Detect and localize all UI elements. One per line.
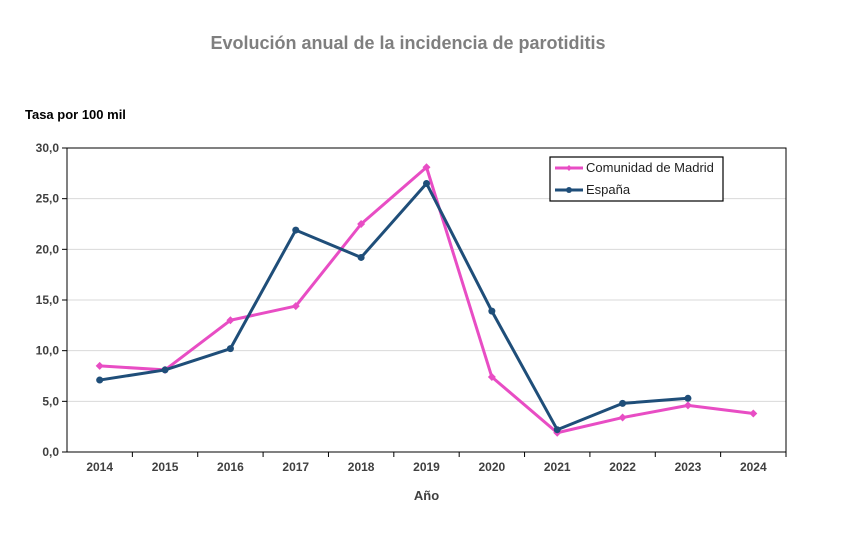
data-point bbox=[684, 394, 692, 402]
y-tick-label: 0,0 bbox=[42, 445, 59, 459]
data-point bbox=[226, 316, 235, 325]
x-tick-label: 2021 bbox=[544, 460, 571, 474]
x-tick-label: 2022 bbox=[609, 460, 636, 474]
legend-label: Comunidad de Madrid bbox=[586, 160, 714, 175]
x-axis-label: Año bbox=[413, 488, 440, 503]
x-tick-label: 2016 bbox=[217, 460, 244, 474]
data-point bbox=[423, 179, 430, 187]
x-tick-label: 2018 bbox=[348, 460, 375, 474]
data-point bbox=[422, 163, 431, 172]
y-tick-label: 30,0 bbox=[36, 141, 60, 155]
data-point bbox=[95, 361, 104, 370]
data-point bbox=[291, 302, 300, 311]
data-point bbox=[618, 413, 627, 422]
y-tick-label: 20,0 bbox=[36, 242, 60, 256]
data-point bbox=[553, 426, 561, 434]
x-tick-label: 2023 bbox=[675, 460, 702, 474]
data-point bbox=[226, 345, 234, 353]
data-point bbox=[749, 409, 758, 418]
data-point bbox=[487, 373, 496, 382]
y-tick-label: 15,0 bbox=[36, 293, 60, 307]
data-point bbox=[357, 220, 366, 228]
y-axis-label: Tasa por 100 mil bbox=[25, 107, 126, 122]
data-point bbox=[161, 366, 169, 374]
legend-label: España bbox=[586, 182, 631, 197]
y-tick-label: 25,0 bbox=[36, 192, 60, 206]
x-tick-label: 2015 bbox=[152, 460, 179, 474]
data-point bbox=[619, 399, 627, 407]
data-point bbox=[96, 376, 104, 384]
y-tick-label: 5,0 bbox=[42, 394, 59, 408]
data-point bbox=[357, 253, 365, 261]
chart-title: Evolución anual de la incidencia de paro… bbox=[210, 33, 606, 53]
data-point bbox=[683, 401, 692, 410]
x-tick-label: 2020 bbox=[479, 460, 506, 474]
x-tick-label: 2024 bbox=[740, 460, 767, 474]
plot-border bbox=[66, 147, 787, 453]
legend-marker bbox=[566, 165, 572, 171]
x-tick-label: 2014 bbox=[86, 460, 113, 474]
y-tick-label: 10,0 bbox=[36, 344, 60, 358]
data-point bbox=[292, 226, 300, 234]
legend-marker bbox=[566, 187, 572, 193]
legend-box bbox=[549, 156, 724, 202]
x-tick-label: 2019 bbox=[413, 460, 440, 474]
data-point bbox=[488, 307, 496, 315]
series-line-1 bbox=[99, 181, 689, 432]
x-tick-label: 2017 bbox=[282, 460, 309, 474]
